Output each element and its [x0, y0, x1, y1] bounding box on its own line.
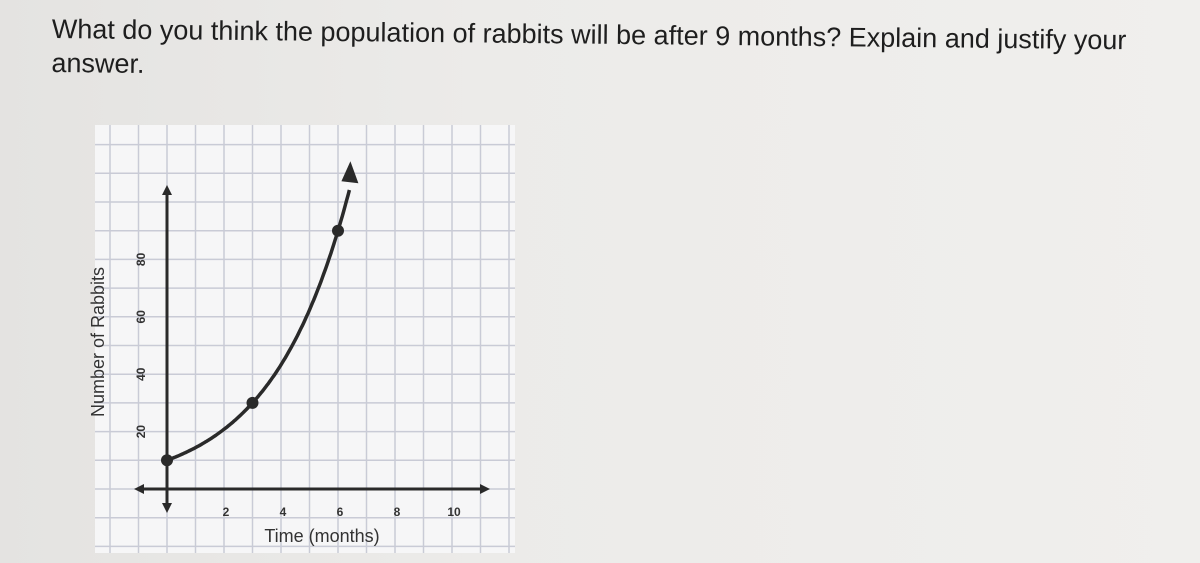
y-tick-label: 20 — [134, 425, 148, 439]
x-tick-label: 8 — [394, 505, 401, 519]
axes — [134, 185, 490, 513]
y-tick-label: 60 — [134, 310, 148, 324]
x-tick-label: 2 — [223, 505, 230, 519]
y-axis-arrow-icon — [162, 503, 172, 513]
y-tick-label: 40 — [134, 367, 148, 381]
y-axis-arrow-icon — [162, 185, 172, 195]
x-tick-label: 6 — [337, 505, 344, 519]
y-tick-label: 80 — [134, 252, 148, 266]
curve-arrow-icon — [341, 161, 359, 184]
x-axis-label: Time (months) — [264, 526, 379, 546]
data-point — [161, 454, 173, 467]
x-axis-arrow-icon — [134, 484, 144, 494]
x-tick-label: 4 — [280, 505, 287, 519]
growth-curve — [166, 189, 352, 462]
x-tick-label: 10 — [447, 505, 461, 519]
data-point — [246, 396, 259, 409]
data-point — [332, 224, 344, 237]
graph-paper — [95, 125, 515, 553]
y-axis-label: Number of Rabbits — [88, 267, 108, 417]
x-axis-arrow-icon — [480, 484, 490, 494]
